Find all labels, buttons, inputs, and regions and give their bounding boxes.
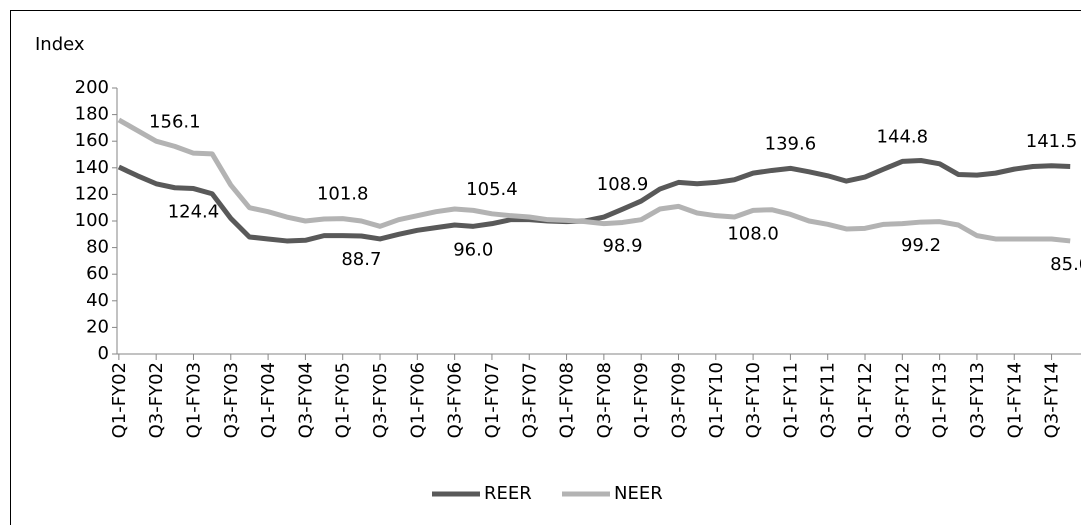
line: [117, 117, 1071, 244]
x-tick-label: Q3-FY03: [221, 362, 242, 438]
data-label: 88.7: [341, 249, 381, 270]
x-tick-label: Q3-FY05: [370, 362, 391, 438]
y-tick-label: 120: [75, 183, 109, 204]
x-tick-label: Q1-FY08: [557, 362, 578, 438]
y-tick-label: 40: [86, 290, 109, 311]
x-tick-label: Q3-FY07: [519, 362, 540, 438]
x-tick-label: Q3-FY04: [295, 362, 316, 438]
x-tick-label: Q1-FY12: [855, 362, 876, 438]
x-tick-label: Q3-FY09: [668, 362, 689, 438]
x-tick-label: Q1-FY09: [631, 362, 652, 438]
y-tick-label: 0: [98, 343, 109, 364]
data-label: 96.0: [453, 239, 493, 260]
x-tick-label: Q1-FY04: [258, 362, 279, 438]
x-tick-label: Q3-FY06: [445, 362, 466, 438]
data-label: 141.5: [1026, 131, 1078, 152]
x-tick-label: Q3-FY08: [594, 362, 615, 438]
y-axis-label: Index: [35, 34, 85, 55]
data-label: 101.8: [317, 184, 369, 205]
data-label: 156.1: [149, 111, 201, 132]
x-tick-label: Q1-FY02: [109, 362, 130, 438]
y-tick-label: 160: [75, 130, 109, 151]
y-tick-label: 20: [86, 316, 109, 337]
y-tick-label: 180: [75, 104, 109, 125]
y-tick-label: 200: [75, 77, 109, 98]
data-label: 105.4: [466, 179, 518, 200]
data-label: 98.9: [602, 235, 642, 256]
data-label: 108.9: [597, 174, 649, 195]
data-label: 108.0: [727, 223, 779, 244]
data-label: 144.8: [877, 126, 929, 147]
x-tick-label: Q1-FY06: [407, 362, 428, 438]
x-tick-label: Q1-FY03: [183, 362, 204, 438]
data-label: 99.2: [901, 235, 941, 256]
y-tick-label: 140: [75, 157, 109, 178]
data-label: 85.0: [1050, 254, 1081, 275]
x-tick-label: Q1-FY05: [333, 362, 354, 438]
x-tick-label: Q3-FY02: [146, 362, 167, 438]
x-tick-label: Q1-FY14: [1004, 362, 1025, 438]
x-tick-label: Q1-FY10: [706, 362, 727, 438]
x-tick-label: Q3-FY11: [818, 362, 839, 438]
x-tick-label: Q3-FY12: [892, 362, 913, 438]
x-tick-label: Q3-FY14: [1042, 362, 1063, 438]
data-label: 124.4: [168, 202, 220, 223]
x-tick-label: Q3-FY10: [743, 362, 764, 438]
x-tick-label: Q1-FY07: [482, 362, 503, 438]
data-label: 139.6: [765, 133, 817, 154]
x-tick-label: Q1-FY11: [780, 362, 801, 438]
x-tick-label: Q3-FY13: [967, 362, 988, 438]
line: [117, 157, 1071, 244]
y-tick-label: 80: [86, 237, 109, 258]
y-tick-label: 100: [75, 210, 109, 231]
x-tick-label: Q1-FY13: [930, 362, 951, 438]
chart-border: [10, 10, 1081, 525]
legend-label: REER: [484, 483, 532, 504]
y-tick-label: 60: [86, 263, 109, 284]
legend-label: NEER: [614, 483, 663, 504]
